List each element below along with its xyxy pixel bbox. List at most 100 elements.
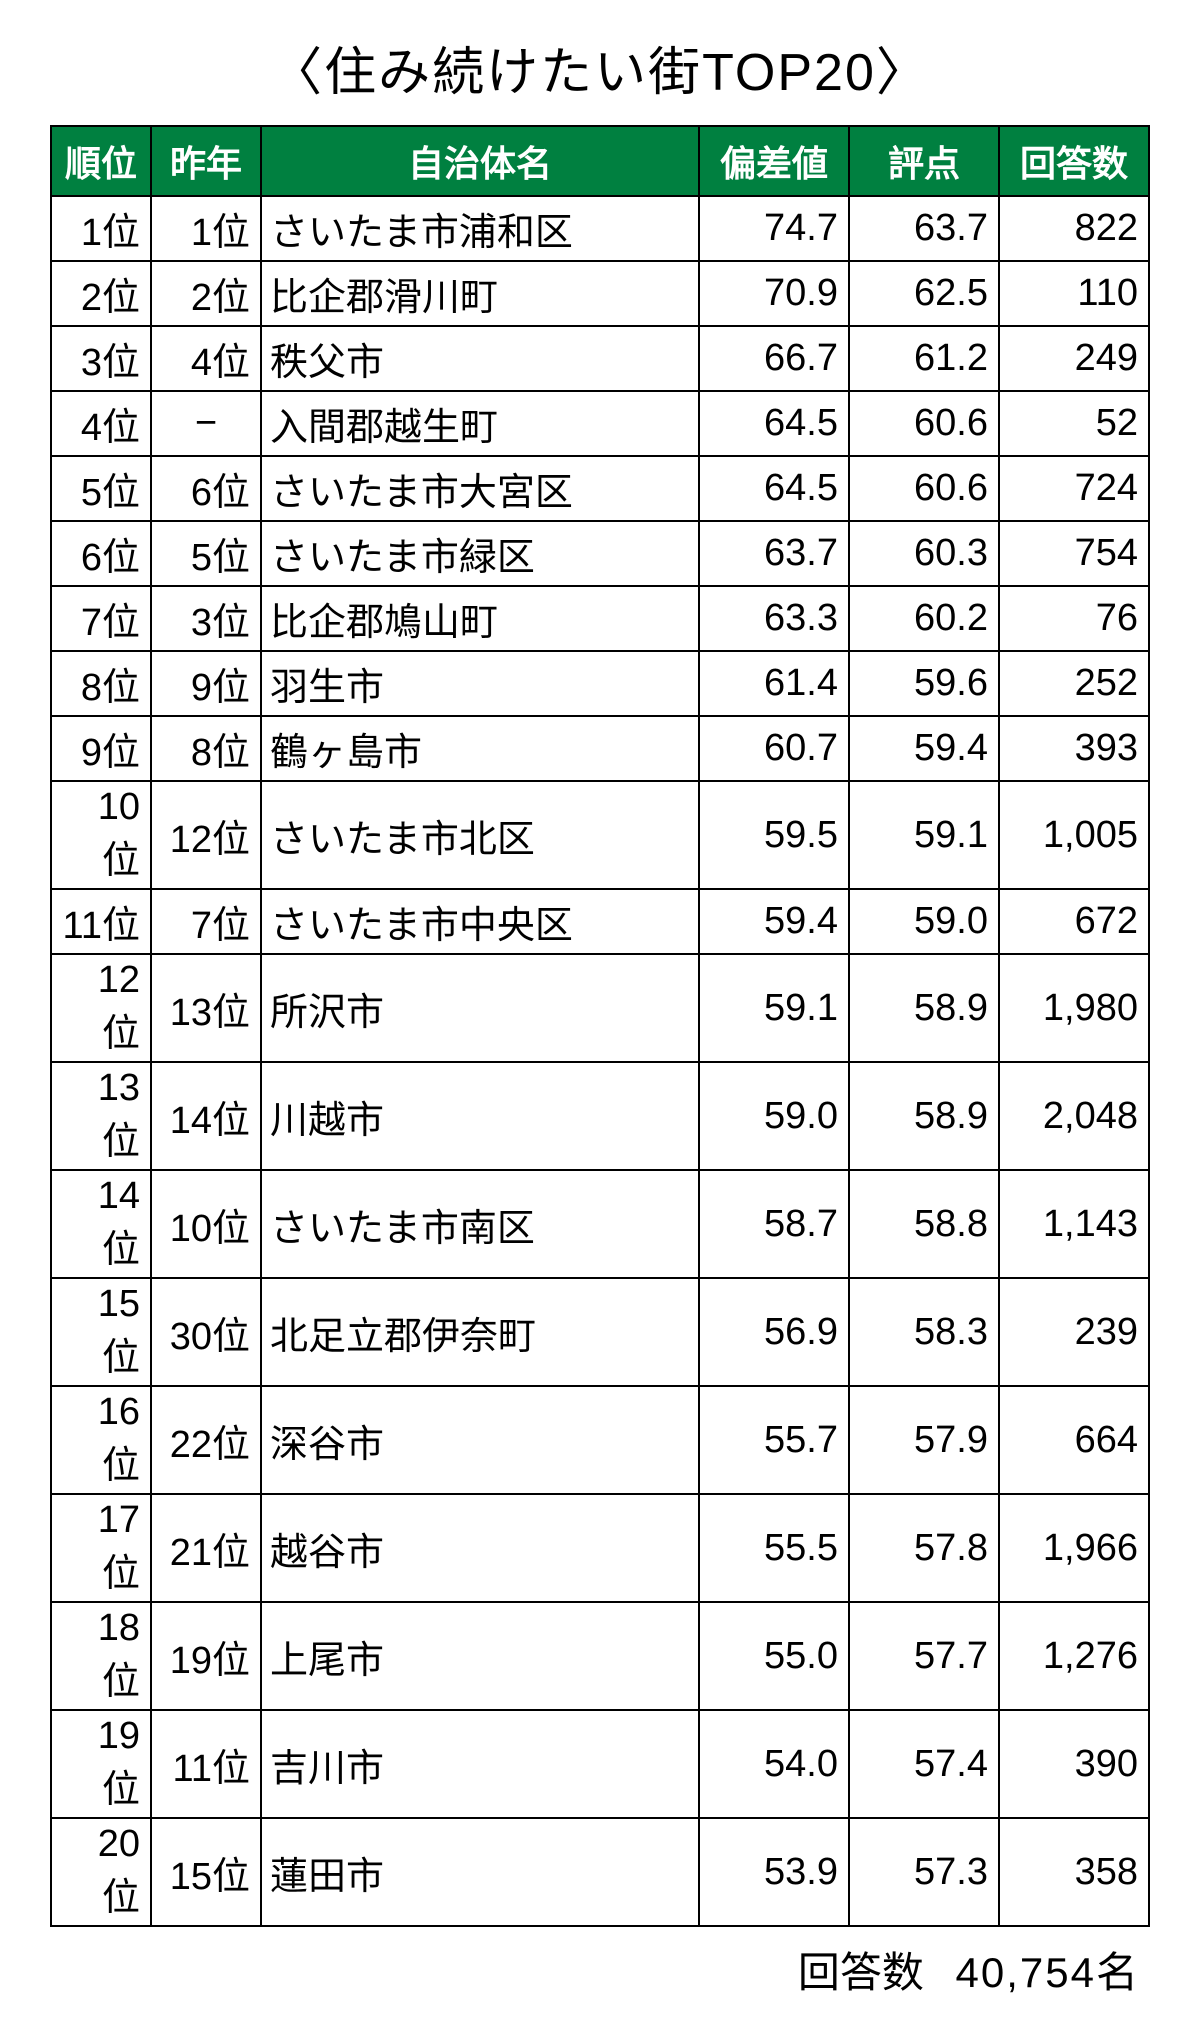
table-row: 13位14位川越市59.058.92,048 xyxy=(51,1062,1149,1170)
cell-responses: 393 xyxy=(999,716,1149,781)
cell-deviation: 70.9 xyxy=(699,261,849,326)
cell-responses: 239 xyxy=(999,1278,1149,1386)
cell-rank: 20位 xyxy=(51,1818,151,1926)
cell-name: さいたま市浦和区 xyxy=(261,196,699,261)
table-row: 7位3位比企郡鳩山町63.360.276 xyxy=(51,586,1149,651)
cell-score: 62.5 xyxy=(849,261,999,326)
cell-rank: 7位 xyxy=(51,586,151,651)
table-row: 10位12位さいたま市北区59.559.11,005 xyxy=(51,781,1149,889)
cell-responses: 76 xyxy=(999,586,1149,651)
cell-deviation: 55.5 xyxy=(699,1494,849,1602)
table-body: 1位1位さいたま市浦和区74.763.78222位2位比企郡滑川町70.962.… xyxy=(51,196,1149,1926)
cell-lastyear: 10位 xyxy=(151,1170,261,1278)
table-row: 14位10位さいたま市南区58.758.81,143 xyxy=(51,1170,1149,1278)
table-row: 6位5位さいたま市緑区63.760.3754 xyxy=(51,521,1149,586)
cell-responses: 2,048 xyxy=(999,1062,1149,1170)
cell-score: 59.1 xyxy=(849,781,999,889)
cell-lastyear: 22位 xyxy=(151,1386,261,1494)
cell-deviation: 59.4 xyxy=(699,889,849,954)
cell-lastyear: − xyxy=(151,391,261,456)
cell-rank: 2位 xyxy=(51,261,151,326)
cell-score: 57.3 xyxy=(849,1818,999,1926)
ranking-table: 順位 昨年 自治体名 偏差値 評点 回答数 1位1位さいたま市浦和区74.763… xyxy=(50,125,1150,1927)
cell-score: 59.0 xyxy=(849,889,999,954)
cell-name: 川越市 xyxy=(261,1062,699,1170)
cell-responses: 754 xyxy=(999,521,1149,586)
cell-rank: 15位 xyxy=(51,1278,151,1386)
cell-responses: 1,980 xyxy=(999,954,1149,1062)
cell-name: さいたま市中央区 xyxy=(261,889,699,954)
cell-score: 61.2 xyxy=(849,326,999,391)
cell-lastyear: 14位 xyxy=(151,1062,261,1170)
cell-responses: 822 xyxy=(999,196,1149,261)
cell-lastyear: 8位 xyxy=(151,716,261,781)
cell-deviation: 64.5 xyxy=(699,456,849,521)
cell-score: 58.9 xyxy=(849,954,999,1062)
cell-name: 北足立郡伊奈町 xyxy=(261,1278,699,1386)
cell-responses: 358 xyxy=(999,1818,1149,1926)
header-row: 順位 昨年 自治体名 偏差値 評点 回答数 xyxy=(51,126,1149,196)
cell-rank: 18位 xyxy=(51,1602,151,1710)
cell-rank: 11位 xyxy=(51,889,151,954)
cell-lastyear: 11位 xyxy=(151,1710,261,1818)
cell-lastyear: 19位 xyxy=(151,1602,261,1710)
cell-lastyear: 7位 xyxy=(151,889,261,954)
table-row: 12位13位所沢市59.158.91,980 xyxy=(51,954,1149,1062)
cell-deviation: 59.1 xyxy=(699,954,849,1062)
cell-name: 鶴ヶ島市 xyxy=(261,716,699,781)
header-rank: 順位 xyxy=(51,126,151,196)
table-row: 2位2位比企郡滑川町70.962.5110 xyxy=(51,261,1149,326)
cell-score: 60.3 xyxy=(849,521,999,586)
cell-lastyear: 2位 xyxy=(151,261,261,326)
cell-rank: 3位 xyxy=(51,326,151,391)
cell-lastyear: 4位 xyxy=(151,326,261,391)
cell-lastyear: 6位 xyxy=(151,456,261,521)
cell-rank: 8位 xyxy=(51,651,151,716)
cell-name: さいたま市南区 xyxy=(261,1170,699,1278)
cell-name: 上尾市 xyxy=(261,1602,699,1710)
header-deviation: 偏差値 xyxy=(699,126,849,196)
cell-lastyear: 1位 xyxy=(151,196,261,261)
cell-name: さいたま市緑区 xyxy=(261,521,699,586)
cell-rank: 13位 xyxy=(51,1062,151,1170)
cell-score: 57.7 xyxy=(849,1602,999,1710)
table-row: 20位15位蓮田市53.957.3358 xyxy=(51,1818,1149,1926)
cell-lastyear: 15位 xyxy=(151,1818,261,1926)
cell-score: 60.6 xyxy=(849,391,999,456)
cell-rank: 14位 xyxy=(51,1170,151,1278)
footer-value: 40,754名 xyxy=(956,1949,1140,1996)
cell-responses: 672 xyxy=(999,889,1149,954)
cell-responses: 52 xyxy=(999,391,1149,456)
cell-rank: 4位 xyxy=(51,391,151,456)
cell-deviation: 59.0 xyxy=(699,1062,849,1170)
cell-lastyear: 30位 xyxy=(151,1278,261,1386)
cell-deviation: 55.7 xyxy=(699,1386,849,1494)
cell-deviation: 53.9 xyxy=(699,1818,849,1926)
cell-deviation: 59.5 xyxy=(699,781,849,889)
cell-name: 蓮田市 xyxy=(261,1818,699,1926)
header-score: 評点 xyxy=(849,126,999,196)
cell-rank: 16位 xyxy=(51,1386,151,1494)
header-name: 自治体名 xyxy=(261,126,699,196)
cell-deviation: 66.7 xyxy=(699,326,849,391)
table-row: 16位22位深谷市55.757.9664 xyxy=(51,1386,1149,1494)
cell-deviation: 60.7 xyxy=(699,716,849,781)
cell-deviation: 56.9 xyxy=(699,1278,849,1386)
cell-rank: 17位 xyxy=(51,1494,151,1602)
table-row: 4位−入間郡越生町64.560.652 xyxy=(51,391,1149,456)
cell-deviation: 63.7 xyxy=(699,521,849,586)
cell-score: 57.4 xyxy=(849,1710,999,1818)
cell-score: 60.2 xyxy=(849,586,999,651)
cell-rank: 5位 xyxy=(51,456,151,521)
cell-responses: 390 xyxy=(999,1710,1149,1818)
cell-name: さいたま市大宮区 xyxy=(261,456,699,521)
cell-rank: 9位 xyxy=(51,716,151,781)
cell-name: 吉川市 xyxy=(261,1710,699,1818)
cell-responses: 724 xyxy=(999,456,1149,521)
cell-score: 57.9 xyxy=(849,1386,999,1494)
table-row: 17位21位越谷市55.557.81,966 xyxy=(51,1494,1149,1602)
cell-rank: 6位 xyxy=(51,521,151,586)
cell-lastyear: 21位 xyxy=(151,1494,261,1602)
cell-lastyear: 13位 xyxy=(151,954,261,1062)
footer-total: 回答数 40,754名 xyxy=(50,1939,1150,2000)
